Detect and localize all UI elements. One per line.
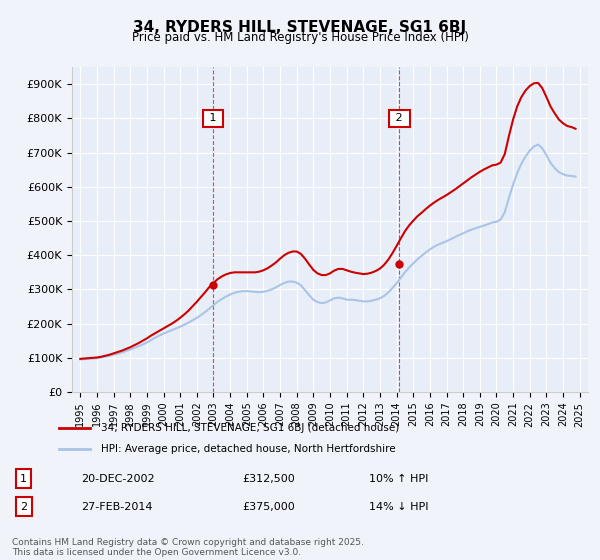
Text: Contains HM Land Registry data © Crown copyright and database right 2025.
This d: Contains HM Land Registry data © Crown c… (12, 538, 364, 557)
Text: Price paid vs. HM Land Registry's House Price Index (HPI): Price paid vs. HM Land Registry's House … (131, 31, 469, 44)
Text: 34, RYDERS HILL, STEVENAGE, SG1 6BJ (detached house): 34, RYDERS HILL, STEVENAGE, SG1 6BJ (det… (101, 423, 399, 433)
Text: 20-DEC-2002: 20-DEC-2002 (81, 474, 155, 484)
Text: £312,500: £312,500 (242, 474, 295, 484)
Text: 34, RYDERS HILL, STEVENAGE, SG1 6BJ: 34, RYDERS HILL, STEVENAGE, SG1 6BJ (133, 20, 467, 35)
Text: 27-FEB-2014: 27-FEB-2014 (81, 502, 152, 512)
Text: £375,000: £375,000 (242, 502, 295, 512)
Text: 2: 2 (392, 114, 406, 124)
Text: 10% ↑ HPI: 10% ↑ HPI (369, 474, 428, 484)
Text: HPI: Average price, detached house, North Hertfordshire: HPI: Average price, detached house, Nort… (101, 444, 395, 454)
Text: 2: 2 (20, 502, 27, 512)
Text: 1: 1 (20, 474, 27, 484)
Text: 14% ↓ HPI: 14% ↓ HPI (369, 502, 428, 512)
Text: 1: 1 (206, 114, 220, 124)
